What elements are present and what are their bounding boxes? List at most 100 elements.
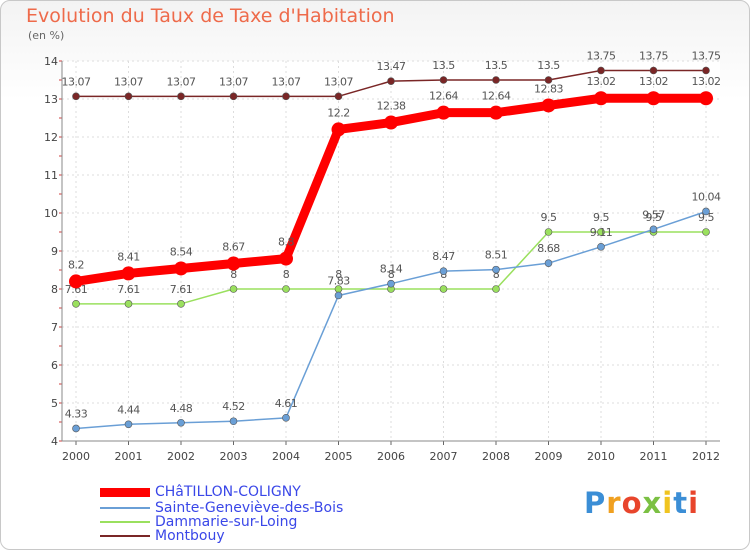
x-tick-label: 2006 [377,450,405,463]
data-point-dammarie-sur-loing [72,300,80,308]
data-point-chatillon-coligny [541,98,556,113]
data-label-chatillon-coligny: 8.54 [170,245,193,258]
data-point-sainte-genevieve-des-bois [387,279,395,288]
data-point-chatillon-coligny [646,91,661,106]
data-label-montbouy: 13.5 [537,59,560,72]
data-point-chatillon-coligny [384,115,398,130]
x-tick-label: 2010 [587,450,615,463]
legend-item-dammarie: Dammarie-sur-Loing [100,514,400,530]
data-point-montbouy [72,92,80,101]
data-point-dammarie-sur-loing [177,300,185,308]
legend-swatch-sainte-genevieve [100,507,150,509]
data-point-montbouy [282,92,290,101]
data-label-dammarie-sur-loing: 8 [493,268,500,281]
data-point-chatillon-coligny [69,274,83,289]
data-point-dammarie-sur-loing [282,285,290,293]
x-tick-label: 2011 [640,450,668,463]
data-label-chatillon-coligny: 8.67 [222,241,245,254]
data-point-dammarie-sur-loing [124,300,133,308]
x-tick-label: 2004 [272,450,300,463]
data-label-montbouy: 13.5 [432,59,455,72]
data-point-montbouy [544,76,553,84]
data-label-chatillon-coligny: 13.02 [639,75,668,88]
data-label-dammarie-sur-loing: 9.5 [593,211,609,224]
y-tick-label: 5 [51,397,58,410]
legend-label-sainte-genevieve: Sainte-Geneviève-des-Bois [155,500,344,516]
data-label-chatillon-coligny: 12.64 [482,90,511,103]
data-point-montbouy [124,92,133,101]
data-point-chatillon-coligny [279,251,293,266]
y-tick-label: 11 [44,169,58,182]
x-tick-label: 2002 [167,450,195,463]
data-label-dammarie-sur-loing: 9.5 [698,211,714,224]
data-point-dammarie-sur-loing [702,228,710,236]
legend-label-chatillon: CHâTILLON-COLIGNY [155,484,301,500]
data-label-chatillon-coligny: 8.2 [68,258,84,271]
legend-swatch-montbouy [100,535,150,537]
x-tick-label: 2003 [220,450,248,463]
data-label-montbouy: 13.07 [114,75,143,88]
data-point-sainte-genevieve-des-bois [72,424,80,433]
data-label-sainte-genevieve-des-bois: 7.83 [327,274,350,287]
logo-letter: t [673,486,689,520]
data-label-montbouy: 13.07 [272,75,301,88]
logo-letter: o [621,486,643,520]
data-point-montbouy [229,92,238,101]
y-tick-label: 12 [44,131,58,144]
data-point-sainte-genevieve-des-bois [597,243,605,251]
legend-label-dammarie: Dammarie-sur-Loing [155,514,298,530]
legend-item-montbouy: Montbouy [100,528,400,544]
data-label-sainte-genevieve-des-bois: 10.04 [692,190,721,203]
y-tick-label: 4 [51,435,58,448]
data-label-dammarie-sur-loing: 8 [283,268,290,281]
data-label-montbouy: 13.75 [639,50,668,63]
legend-swatch-dammarie [100,521,150,523]
data-label-sainte-genevieve-des-bois: 9.57 [642,208,665,221]
data-label-dammarie-sur-loing: 9.5 [541,211,557,224]
data-point-chatillon-coligny [121,266,136,281]
data-point-sainte-genevieve-des-bois [544,259,553,267]
data-point-sainte-genevieve-des-bois [702,207,710,216]
legend-swatch-chatillon [100,488,150,497]
data-point-chatillon-coligny [331,122,346,137]
data-label-chatillon-coligny: 12.38 [377,100,406,113]
data-label-montbouy: 13.07 [324,75,353,88]
chart-title: Evolution du Taux de Taxe d'Habitation [26,5,395,27]
data-point-sainte-genevieve-des-bois [334,291,343,300]
proxiti-logo: Proxiti [584,486,699,520]
data-label-chatillon-coligny: 12.64 [429,90,458,103]
data-label-montbouy: 13.07 [167,75,196,88]
x-tick-label: 2008 [482,450,510,463]
data-point-montbouy [492,76,500,84]
logo-letter: i [662,486,674,520]
data-point-montbouy [702,66,710,75]
data-label-sainte-genevieve-des-bois: 4.52 [222,400,245,413]
y-tick-label: 10 [44,207,58,220]
data-point-sainte-genevieve-des-bois [649,225,658,234]
data-label-dammarie-sur-loing: 7.61 [170,283,193,296]
data-label-sainte-genevieve-des-bois: 8.47 [432,250,455,263]
x-tick-label: 2007 [430,450,458,463]
data-label-chatillon-coligny: 13.02 [692,75,721,88]
data-label-sainte-genevieve-des-bois: 8.68 [537,242,560,255]
data-label-dammarie-sur-loing: 8 [230,268,237,281]
data-point-dammarie-sur-loing [439,285,448,293]
y-tick-label: 8 [51,283,58,296]
chart-unit-label: (en %) [28,29,65,42]
y-tick-label: 7 [51,321,58,334]
data-label-montbouy: 13.5 [485,59,508,72]
data-point-montbouy [387,77,395,85]
data-point-sainte-genevieve-des-bois [492,265,500,274]
data-point-sainte-genevieve-des-bois [439,267,448,275]
data-point-chatillon-coligny [436,105,451,120]
data-label-montbouy: 13.75 [587,50,616,63]
y-tick-label: 9 [51,245,58,258]
data-label-dammarie-sur-loing: 8 [335,268,342,281]
data-label-sainte-genevieve-des-bois: 9.11 [590,226,613,239]
x-tick-label: 2000 [62,450,90,463]
data-point-montbouy [334,92,343,101]
data-label-montbouy: 13.75 [692,50,721,63]
logo-letter: x [642,486,663,520]
data-label-sainte-genevieve-des-bois: 8.51 [485,249,508,262]
